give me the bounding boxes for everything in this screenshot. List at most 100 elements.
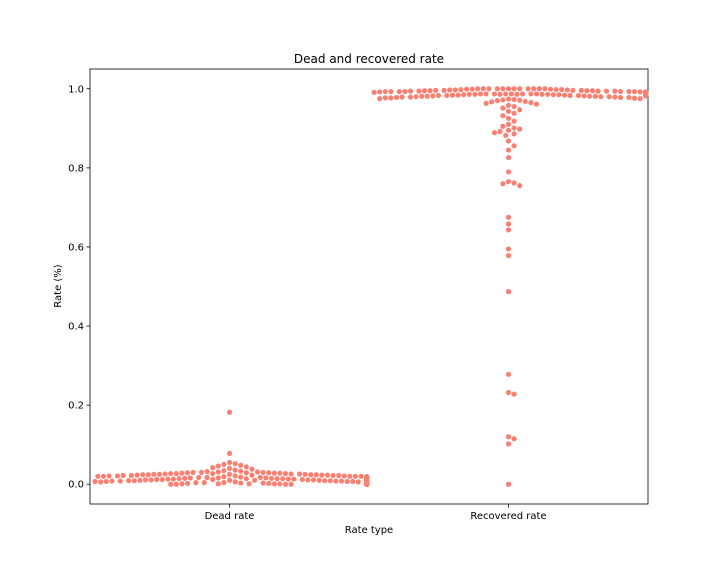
data-point xyxy=(201,480,207,486)
data-point xyxy=(531,86,537,92)
data-point xyxy=(427,88,433,94)
data-point xyxy=(165,476,171,482)
data-point xyxy=(388,88,394,95)
data-point xyxy=(260,480,266,486)
data-point xyxy=(500,181,506,187)
data-point xyxy=(221,461,227,468)
data-point xyxy=(542,86,548,92)
data-point xyxy=(511,118,517,124)
data-point xyxy=(249,472,255,478)
data-point xyxy=(137,477,143,483)
data-point xyxy=(382,95,388,101)
data-point xyxy=(421,88,428,94)
data-point xyxy=(449,92,456,98)
y-tick-label: 1.0 xyxy=(68,84,84,95)
data-point xyxy=(505,127,512,133)
data-point xyxy=(564,87,570,93)
data-point xyxy=(198,469,205,475)
data-point xyxy=(282,470,289,477)
data-point xyxy=(413,94,419,100)
data-point xyxy=(176,476,182,482)
data-point xyxy=(184,480,191,487)
data-point xyxy=(182,475,188,481)
data-points xyxy=(92,86,649,487)
data-point xyxy=(263,475,269,481)
data-point xyxy=(308,472,314,478)
data-point xyxy=(285,476,291,482)
y-tick-label: 0.0 xyxy=(68,480,84,491)
data-point xyxy=(128,472,135,479)
data-point xyxy=(316,477,322,483)
data-point xyxy=(505,179,512,185)
data-point xyxy=(472,91,478,97)
plot-area-frame xyxy=(89,68,649,505)
data-point xyxy=(598,94,604,100)
data-point xyxy=(238,474,244,480)
data-point xyxy=(305,477,311,483)
data-point xyxy=(120,472,126,479)
data-point xyxy=(226,471,233,477)
data-point xyxy=(226,465,233,472)
data-point xyxy=(500,113,506,119)
data-point xyxy=(533,101,540,107)
data-point xyxy=(505,481,512,487)
data-point xyxy=(430,93,436,99)
data-point xyxy=(505,253,512,259)
data-point xyxy=(617,88,624,95)
data-point xyxy=(606,94,612,100)
data-point xyxy=(517,86,523,92)
data-point xyxy=(419,93,425,99)
data-point xyxy=(371,89,377,95)
data-point xyxy=(173,481,179,487)
data-point xyxy=(500,97,506,103)
data-point xyxy=(489,99,495,105)
data-point xyxy=(358,473,364,479)
data-point xyxy=(505,121,512,127)
data-point xyxy=(500,105,506,111)
data-point xyxy=(517,126,523,132)
chart-title: Dead and recovered rate xyxy=(294,52,444,66)
data-point xyxy=(469,86,475,92)
data-point xyxy=(277,481,283,487)
data-point xyxy=(204,474,210,481)
data-point xyxy=(151,471,157,477)
data-point xyxy=(587,93,593,99)
data-point xyxy=(364,481,370,487)
data-point xyxy=(463,86,470,92)
data-point xyxy=(109,478,115,484)
data-point xyxy=(407,88,414,94)
data-point xyxy=(519,91,526,97)
data-point xyxy=(226,459,233,466)
data-point xyxy=(581,93,587,99)
data-point xyxy=(637,89,643,95)
data-point xyxy=(547,86,554,92)
data-point xyxy=(215,481,221,487)
data-point xyxy=(238,468,244,474)
data-point xyxy=(296,471,303,477)
data-point xyxy=(92,478,98,485)
data-point xyxy=(257,474,263,481)
data-point xyxy=(382,88,388,95)
data-point xyxy=(156,471,163,477)
data-point xyxy=(511,143,517,149)
data-point xyxy=(377,96,383,102)
data-point xyxy=(232,479,238,485)
data-point xyxy=(578,87,584,93)
data-point xyxy=(266,470,272,476)
data-point xyxy=(322,478,328,484)
data-point xyxy=(505,389,512,396)
data-point xyxy=(536,86,542,92)
data-point xyxy=(575,92,582,99)
data-point xyxy=(517,183,523,189)
data-point xyxy=(126,478,132,484)
data-point xyxy=(352,473,359,479)
data-point xyxy=(333,478,339,484)
data-point xyxy=(505,96,512,102)
data-point xyxy=(196,474,202,481)
data-point xyxy=(327,478,333,484)
data-point xyxy=(221,480,227,486)
data-point xyxy=(631,88,638,95)
data-point xyxy=(324,472,331,478)
data-point xyxy=(396,88,402,95)
data-point xyxy=(159,476,165,483)
